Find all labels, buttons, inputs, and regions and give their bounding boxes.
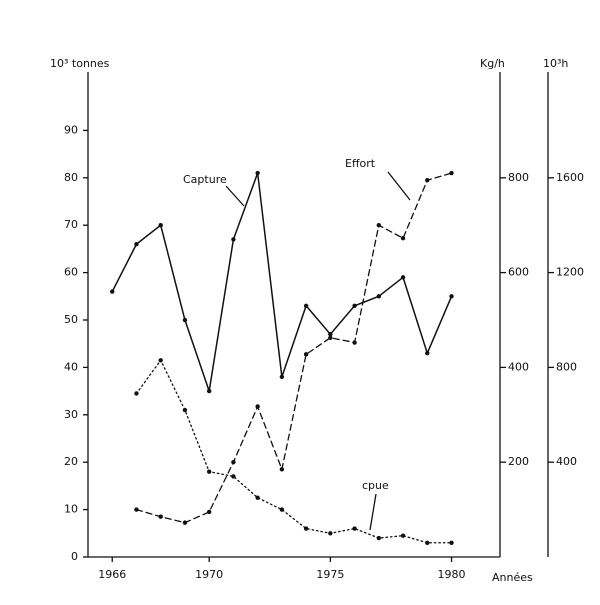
- data-point: [158, 514, 163, 519]
- data-point: [400, 533, 406, 538]
- annotation: Capture: [183, 173, 227, 186]
- y3-tick-label: 800: [556, 360, 577, 373]
- y2-tick-label: 200: [508, 455, 529, 468]
- annotation: cpue: [362, 479, 389, 492]
- x-tick-label: 1966: [98, 568, 126, 581]
- data-point: [352, 526, 357, 531]
- data-point: [376, 535, 382, 541]
- y3-tick-label: 1600: [556, 171, 584, 184]
- data-point: [206, 469, 212, 474]
- data-point: [303, 352, 309, 357]
- data-point: [279, 467, 285, 472]
- y-axis-title: 10³ tonnes: [50, 57, 110, 70]
- y2-axis-title: Kg/h: [480, 57, 505, 70]
- data-point: [231, 237, 236, 242]
- x-tick-label: 1970: [195, 568, 223, 581]
- y2-tick-label: 600: [508, 266, 529, 279]
- data-point: [425, 540, 430, 545]
- data-point: [182, 317, 188, 323]
- data-point: [303, 303, 309, 308]
- data-point: [449, 540, 454, 545]
- data-point: [158, 223, 163, 228]
- y2-tick-label: 400: [508, 360, 529, 373]
- data-point: [328, 335, 333, 340]
- data-point: [255, 170, 260, 176]
- data-point: [182, 407, 188, 413]
- y3-tick-label: 1200: [556, 266, 584, 279]
- x-tick-label: 1975: [316, 568, 344, 581]
- y-tick-label: 0: [71, 550, 78, 563]
- data-point: [425, 350, 430, 356]
- y2-tick-label: 800: [508, 171, 529, 184]
- data-point: [134, 391, 139, 396]
- series-line: [135, 359, 453, 544]
- data-point: [352, 303, 357, 308]
- y-tick-label: 90: [64, 123, 78, 136]
- y-tick-label: 80: [64, 171, 78, 184]
- y3-tick-label: 400: [556, 455, 577, 468]
- data-point: [279, 374, 285, 380]
- y3-axis-title: 10³h: [543, 57, 568, 70]
- y-tick-label: 20: [64, 455, 78, 468]
- data-point: [158, 358, 163, 363]
- data-point: [110, 289, 115, 294]
- data-point: [352, 340, 357, 345]
- data-point: [206, 509, 212, 515]
- data-point: [134, 507, 139, 512]
- annotation-pointer: [387, 171, 411, 201]
- data-point: [255, 495, 260, 500]
- y-tick-label: 40: [64, 360, 78, 373]
- annotation-pointer: [225, 185, 245, 207]
- data-point: [231, 460, 236, 465]
- data-point: [400, 236, 406, 241]
- data-point: [134, 241, 139, 247]
- y-tick-label: 60: [64, 266, 78, 279]
- data-point: [328, 531, 333, 536]
- data-point: [449, 294, 454, 299]
- series-line: [135, 172, 453, 524]
- x-axis-title: Années: [492, 571, 533, 584]
- y-tick-label: 30: [64, 408, 78, 421]
- data-point: [425, 177, 430, 183]
- data-point: [255, 404, 260, 409]
- data-point: [328, 332, 333, 337]
- data-point: [279, 507, 285, 512]
- annotation: Effort: [345, 157, 376, 170]
- data-point: [400, 275, 406, 280]
- y-tick-label: 10: [64, 503, 78, 516]
- annotation-pointer: [369, 493, 377, 531]
- data-point: [206, 388, 212, 394]
- data-point: [182, 520, 188, 525]
- data-point: [376, 223, 382, 228]
- x-tick-label: 1980: [438, 568, 466, 581]
- y-tick-label: 50: [64, 313, 78, 326]
- y-tick-label: 70: [64, 218, 78, 231]
- data-point: [376, 294, 382, 299]
- data-point: [449, 170, 454, 176]
- series-line: [111, 172, 453, 392]
- data-point: [231, 474, 236, 479]
- data-point: [303, 526, 309, 531]
